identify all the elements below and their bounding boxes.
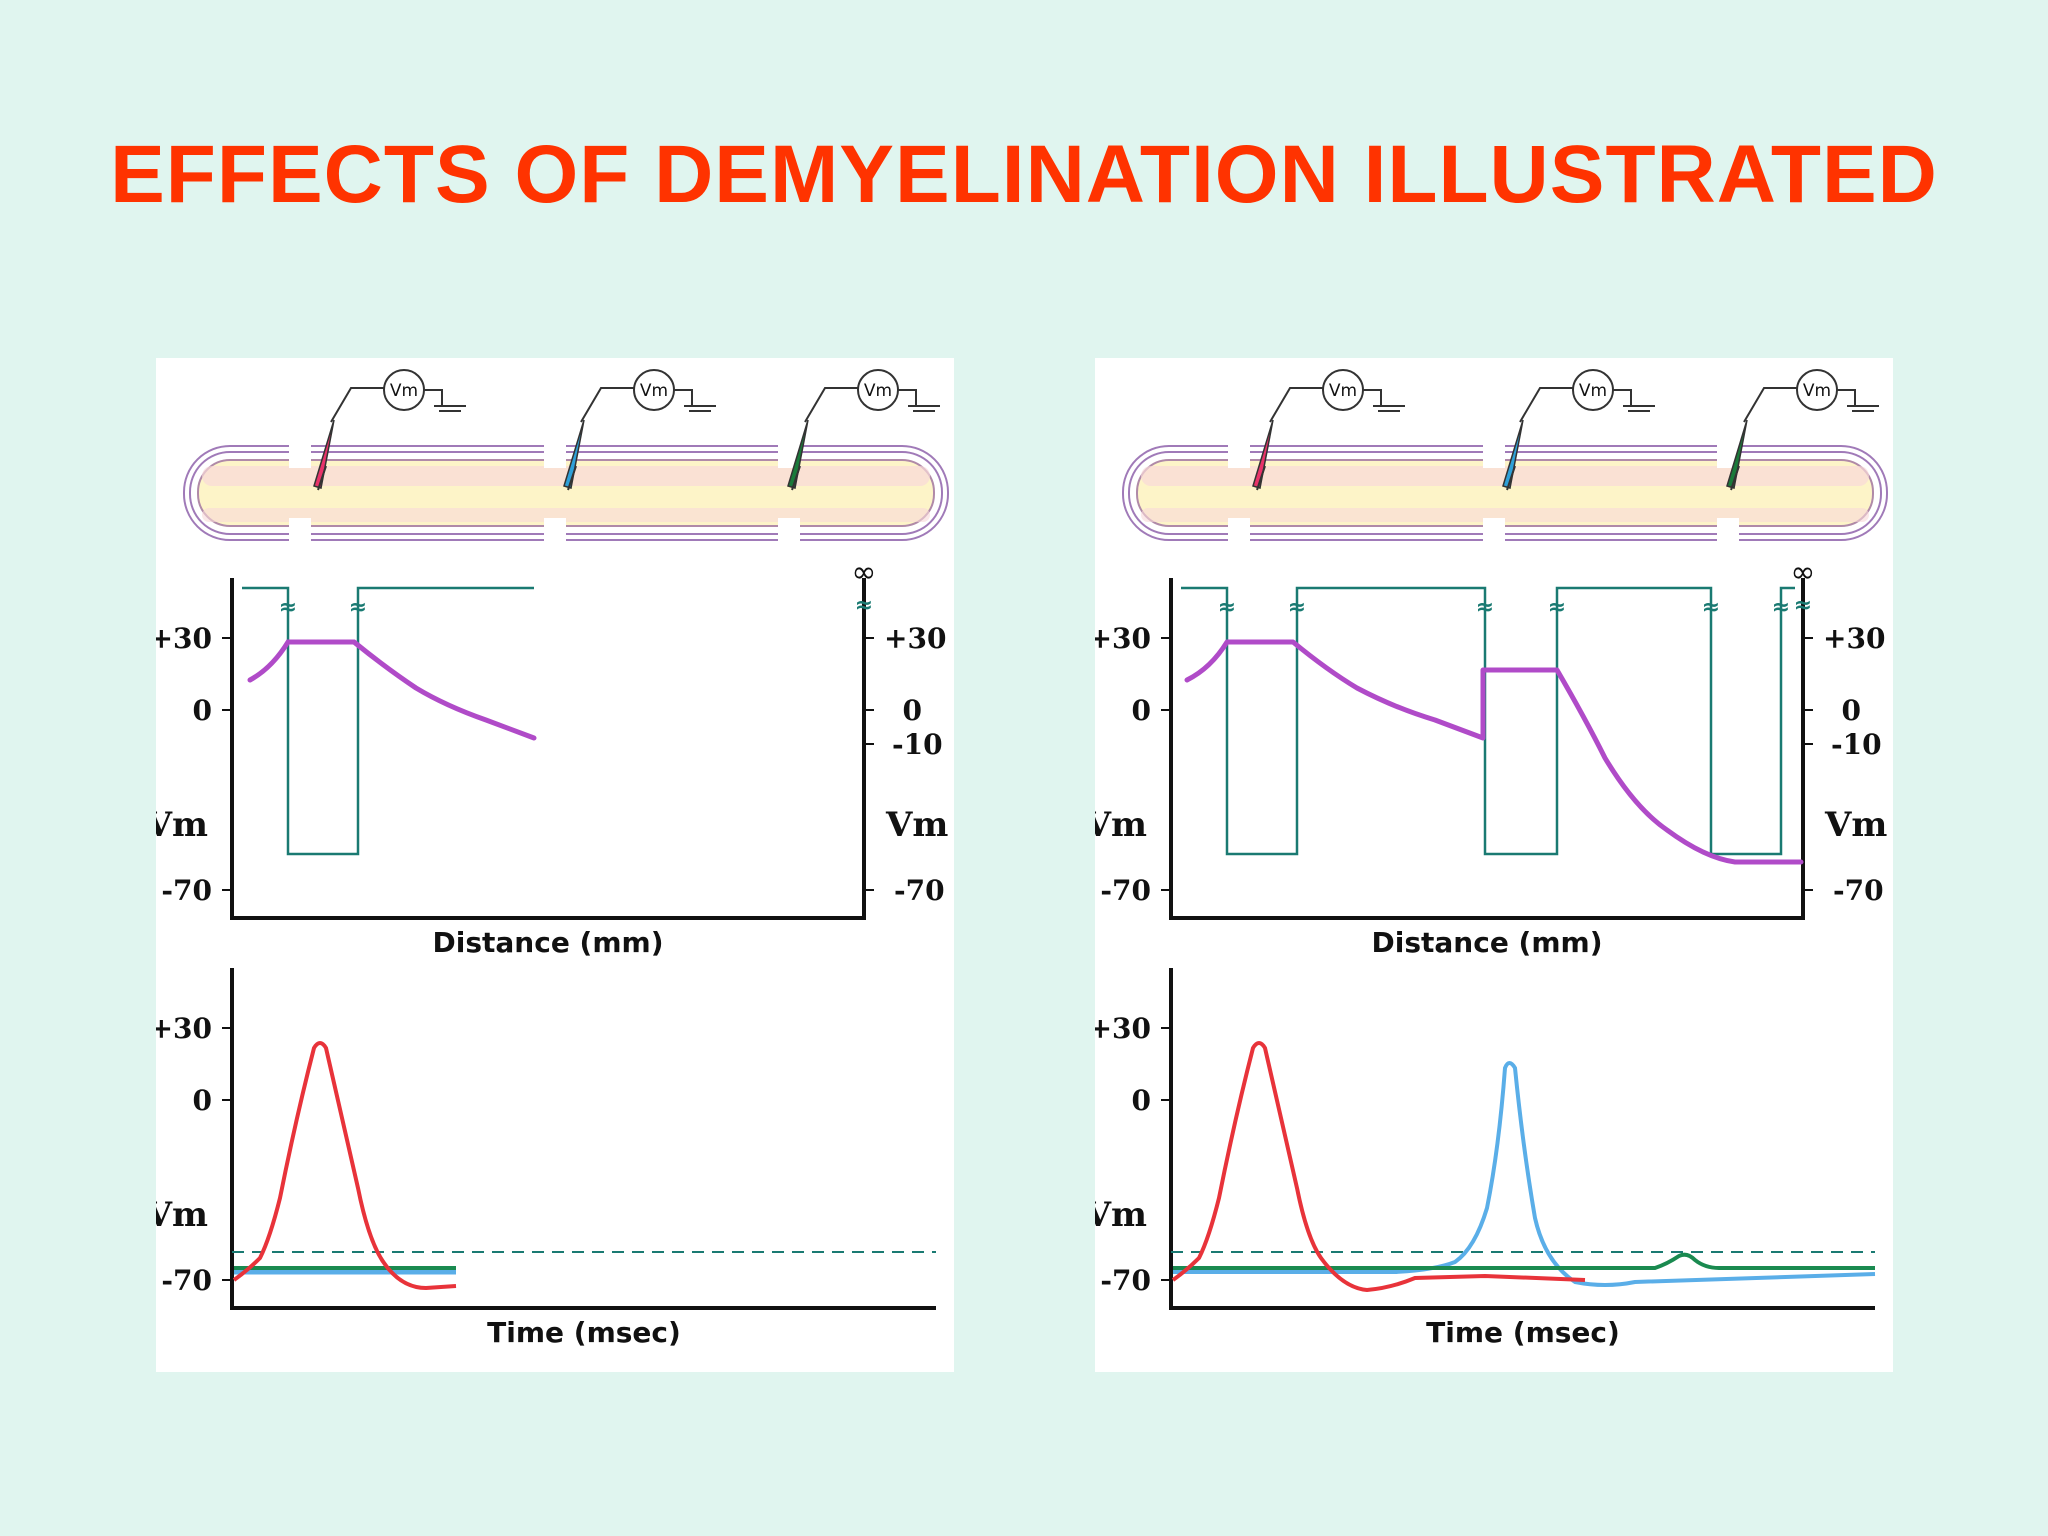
time-chart: +30 0 Vm -70 Time (msec) — [156, 968, 936, 1349]
recording-green-trace — [1173, 1252, 1875, 1270]
y-tick-label-right: -70 — [894, 874, 945, 907]
panel-right-diagram: Vm Vm Vm +30 0 Vm -70 + — [1095, 369, 1888, 1349]
y-tick-label: +30 — [1095, 1012, 1151, 1045]
axis-break-symbol: ≈ — [1772, 595, 1790, 620]
recording-blue-trace — [1173, 1061, 1876, 1287]
axis-break-symbol: ≈ — [279, 595, 297, 620]
y-tick-label: +30 — [156, 1012, 212, 1045]
axis-break-symbol: ≈ — [1794, 593, 1812, 618]
y-tick-label: -70 — [161, 1264, 212, 1297]
y-axis-label: Vm — [156, 805, 208, 845]
membrane-potential-trace — [1184, 639, 1804, 865]
svg-text:Vm: Vm — [1803, 381, 1831, 401]
infinity-symbol: ∞ — [852, 555, 877, 590]
axis-break-symbol: ≈ — [1218, 595, 1236, 620]
svg-text:Vm: Vm — [1329, 381, 1357, 401]
y-tick-label-right: +30 — [884, 622, 946, 655]
y-tick-label: +30 — [156, 622, 212, 655]
axis-break-symbol: ≈ — [1548, 595, 1566, 620]
y-tick-label: -70 — [161, 874, 212, 907]
y-axis-label: Vm — [156, 1195, 208, 1235]
y-tick-label-right: -10 — [892, 728, 943, 761]
electrode-2: Vm — [1502, 369, 1655, 491]
electrode-3: Vm — [1726, 369, 1879, 491]
x-axis-label: Time (msec) — [487, 1316, 681, 1349]
y-tick-label: 0 — [1132, 694, 1151, 727]
svg-text:Vm: Vm — [1579, 381, 1607, 401]
x-axis-label: Distance (mm) — [1372, 926, 1603, 959]
axis-break-symbol: ≈ — [1288, 595, 1306, 620]
distance-chart: +30 0 Vm -70 +30 0 -10 Vm -70 ∞ ≈ ≈ ≈ Di… — [156, 555, 948, 959]
y-tick-label: +30 — [1095, 622, 1151, 655]
electrode-3: Vm — [787, 369, 940, 491]
myelin-profile — [1181, 586, 1795, 856]
membrane-potential-trace — [247, 639, 537, 741]
electrode-1: Vm — [1252, 369, 1405, 491]
time-chart: +30 0 Vm -70 Time (msec) — [1095, 968, 1876, 1349]
y-tick-label-right: -70 — [1833, 874, 1884, 907]
infinity-symbol: ∞ — [1791, 555, 1816, 590]
axis-break-symbol: ≈ — [349, 595, 367, 620]
svg-text:Vm: Vm — [390, 381, 418, 401]
y-axis-label-right: Vm — [1824, 805, 1887, 845]
axis-break-symbol: ≈ — [1702, 595, 1720, 620]
axis-break-symbol: ≈ — [1476, 595, 1494, 620]
y-axis-label-right: Vm — [885, 805, 948, 845]
panel-left: Vm Vm Vm +30 0 Vm -70 + — [156, 358, 954, 1372]
svg-text:Vm: Vm — [864, 381, 892, 401]
axon — [183, 442, 949, 544]
panel-right: Vm Vm Vm +30 0 Vm -70 + — [1095, 358, 1893, 1372]
x-axis-label: Distance (mm) — [433, 926, 664, 959]
axis-break-symbol: ≈ — [855, 593, 873, 618]
slide-title: EFFECTS OF DEMYELINATION ILLUSTRATED — [110, 129, 1938, 220]
svg-text:Vm: Vm — [640, 381, 668, 401]
recording-red-trace — [232, 1041, 457, 1291]
axon — [1122, 442, 1888, 544]
y-tick-label: 0 — [1132, 1084, 1151, 1117]
electrode-1: Vm — [313, 369, 466, 491]
y-tick-label-right: 0 — [903, 694, 922, 727]
recording-red-trace — [1171, 1041, 1586, 1293]
y-tick-label: -70 — [1100, 874, 1151, 907]
distance-chart: +30 0 Vm -70 +30 0 -10 Vm -70 ∞ ≈ ≈ ≈ ≈ … — [1095, 555, 1887, 959]
y-tick-label-right: 0 — [1842, 694, 1861, 727]
y-tick-label-right: +30 — [1823, 622, 1885, 655]
panel-left-diagram: Vm Vm Vm +30 0 Vm -70 + — [156, 369, 949, 1349]
y-axis-label: Vm — [1095, 1195, 1147, 1235]
y-tick-label: 0 — [193, 1084, 212, 1117]
x-axis-label: Time (msec) — [1426, 1316, 1620, 1349]
y-tick-label: -70 — [1100, 1264, 1151, 1297]
myelin-profile — [242, 586, 534, 856]
y-axis-label: Vm — [1095, 805, 1147, 845]
y-tick-label: 0 — [193, 694, 212, 727]
y-tick-label-right: -10 — [1831, 728, 1882, 761]
electrode-2: Vm — [563, 369, 716, 491]
